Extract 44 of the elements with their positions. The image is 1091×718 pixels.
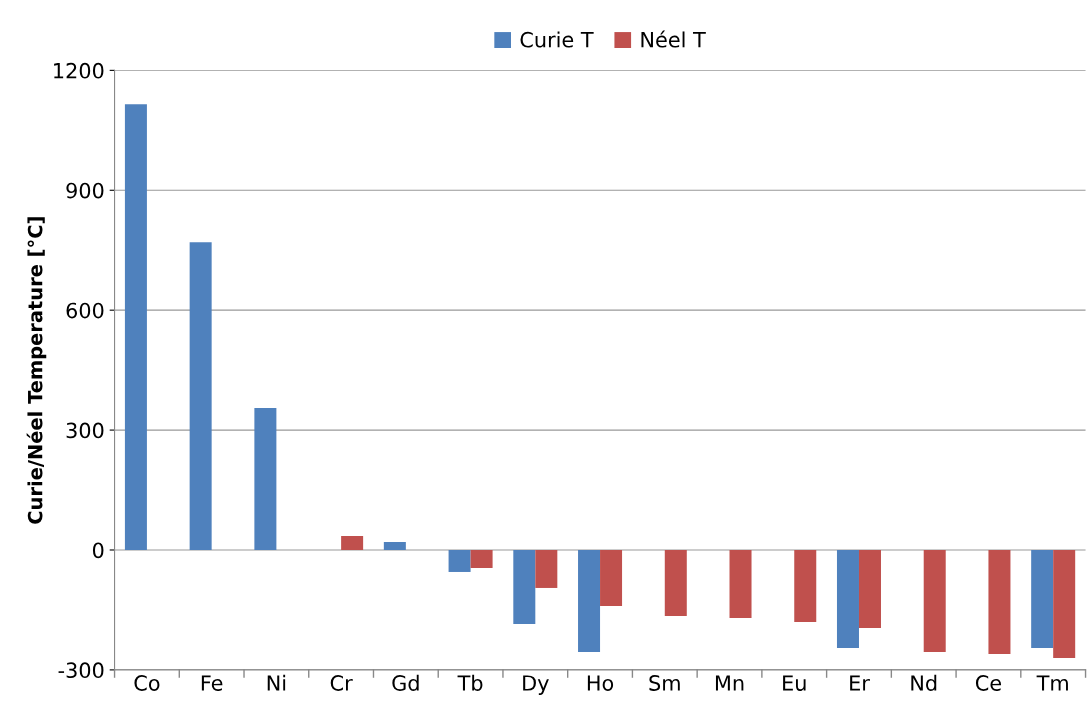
bar	[254, 408, 277, 550]
x-tick-label: Tb	[457, 674, 483, 691]
y-axis-title: Curie/Néel Temperature [°C]	[26, 217, 47, 524]
x-tick-label: Sm	[649, 675, 680, 691]
bar	[578, 549, 601, 652]
bar	[1053, 549, 1076, 658]
bar	[600, 549, 623, 606]
bar	[836, 549, 859, 648]
bar	[341, 536, 364, 550]
bar	[124, 104, 147, 550]
bar	[448, 549, 471, 572]
x-tick-label: Tm	[1036, 675, 1068, 691]
x-tick-label: Mn	[715, 675, 744, 691]
y-tick-label: -300	[58, 662, 104, 679]
bar	[189, 242, 212, 550]
x-tick-label: Gd	[392, 674, 419, 691]
x-tick-label: Ni	[267, 674, 286, 691]
bar	[470, 549, 493, 568]
x-tick-label: Dy	[523, 675, 549, 695]
x-tick-label: Ho	[587, 675, 614, 691]
bar	[858, 549, 881, 628]
bar	[383, 541, 406, 550]
x-tick-label: Cr	[330, 675, 353, 691]
y-tick-label: 900	[66, 182, 104, 199]
x-tick-label: Eu	[783, 675, 806, 691]
bar	[729, 549, 752, 618]
y-tick-label: 300	[66, 422, 104, 439]
bar	[988, 549, 1011, 654]
y-tick-label: 0	[92, 542, 104, 559]
bar	[513, 549, 536, 624]
legend-label: Néel T	[641, 30, 706, 48]
legend-label: Curie T	[520, 31, 594, 48]
bar	[923, 549, 946, 652]
bar	[535, 549, 558, 588]
x-tick-label: Fe	[201, 675, 223, 691]
bar	[664, 549, 687, 616]
bar	[794, 549, 817, 622]
x-tick-label: Co	[134, 675, 160, 691]
y-tick-label: 600	[66, 302, 104, 319]
y-tick-label: 1200	[54, 62, 104, 79]
x-tick-label: Nd	[911, 674, 937, 691]
x-tick-label: Er	[850, 675, 870, 691]
bar	[1031, 549, 1054, 648]
x-tick-label: Ce	[975, 675, 1002, 691]
